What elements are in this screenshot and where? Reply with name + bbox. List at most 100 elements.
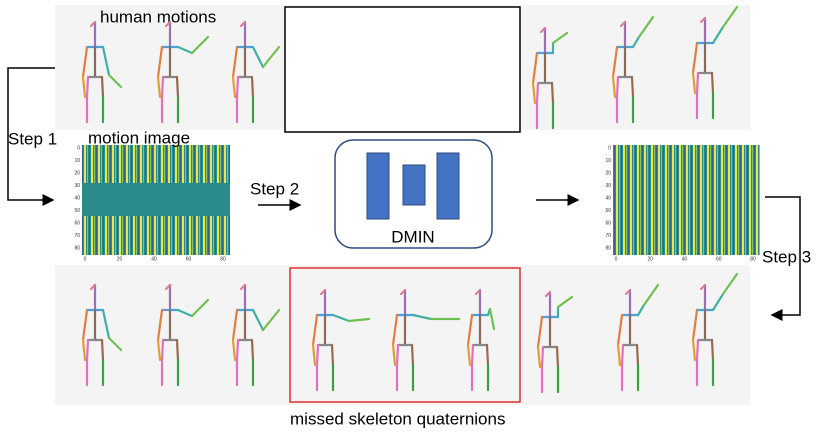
bone — [710, 71, 715, 95]
bone — [239, 20, 247, 28]
bone — [699, 283, 707, 291]
bone — [156, 308, 164, 342]
bone — [611, 45, 619, 79]
bone — [474, 288, 482, 296]
bone — [190, 298, 210, 318]
bone — [251, 45, 265, 69]
image-y-tick: 70 — [605, 233, 611, 239]
bone — [107, 73, 123, 89]
bone — [556, 295, 574, 309]
image-y-tick: 20 — [605, 170, 611, 176]
image-x-tick: 40 — [151, 256, 157, 262]
bone — [164, 283, 172, 291]
bone — [160, 338, 165, 362]
bone — [555, 345, 560, 369]
image-y-tick: 10 — [605, 158, 611, 164]
bone — [330, 343, 335, 367]
bone — [235, 75, 240, 99]
label: Step 2 — [250, 179, 299, 198]
bone — [536, 315, 544, 349]
bone — [81, 338, 87, 362]
label: Step 3 — [762, 247, 811, 266]
bone — [81, 75, 87, 99]
bone — [101, 45, 111, 77]
image-x-tick: 80 — [750, 256, 756, 262]
image-y-tick: 0 — [608, 145, 611, 151]
bone — [691, 41, 699, 75]
bone — [536, 345, 542, 369]
bone — [231, 75, 237, 99]
image-x-tick: 0 — [84, 256, 87, 262]
bone — [642, 283, 660, 307]
label: Step 1 — [8, 129, 57, 148]
bone — [550, 81, 555, 105]
bone — [261, 308, 281, 332]
image-y-tick: 60 — [74, 220, 80, 226]
bone — [176, 45, 194, 55]
image-y-tick: 30 — [605, 183, 611, 189]
missing-band — [82, 183, 230, 216]
bone — [250, 75, 255, 99]
bone — [319, 288, 327, 296]
bone — [695, 338, 700, 362]
image-x-tick: 0 — [615, 256, 618, 262]
bone — [85, 75, 90, 99]
image-y-tick: 70 — [74, 233, 80, 239]
bone — [721, 5, 739, 29]
image-x-tick: 60 — [716, 256, 722, 262]
bone — [616, 343, 622, 367]
image-y-tick: 30 — [74, 183, 80, 189]
bone — [311, 343, 317, 367]
image-x-tick: 80 — [220, 256, 226, 262]
decoder-block — [436, 152, 460, 220]
bone — [156, 338, 162, 362]
bone — [544, 290, 552, 298]
bone — [535, 81, 540, 105]
image-y-tick: 20 — [74, 170, 80, 176]
bone — [620, 343, 625, 367]
bone — [89, 283, 97, 291]
bone — [721, 272, 739, 296]
step3-arrow — [765, 196, 801, 321]
motion-image-output — [613, 145, 760, 255]
bone — [251, 308, 265, 332]
bone — [239, 283, 247, 291]
label: missed skeleton quaternions — [290, 409, 505, 428]
bone — [699, 16, 707, 24]
bone — [399, 288, 407, 296]
bone — [411, 313, 433, 321]
image-x-tick: 20 — [117, 256, 123, 262]
bone — [540, 345, 545, 369]
bone — [101, 308, 111, 340]
bone — [391, 343, 397, 367]
bone — [531, 51, 539, 85]
bone — [100, 75, 105, 99]
bone — [81, 45, 89, 79]
bone — [231, 308, 239, 342]
image-y-tick: 50 — [605, 208, 611, 214]
bone — [631, 35, 641, 49]
bone — [531, 81, 537, 105]
image-y-tick: 0 — [77, 145, 80, 151]
bone — [107, 336, 123, 352]
image-y-tick: 40 — [605, 195, 611, 201]
bone — [636, 303, 646, 317]
bone — [616, 313, 624, 347]
bone — [164, 20, 172, 28]
label: DMIN — [391, 227, 434, 246]
image-x-tick: 40 — [682, 256, 688, 262]
bone — [488, 307, 496, 331]
bone — [231, 338, 237, 362]
bone — [410, 343, 415, 367]
bone — [81, 308, 89, 342]
bone — [466, 313, 474, 347]
image-y-tick: 80 — [74, 245, 80, 251]
bone — [347, 317, 371, 323]
bone — [619, 20, 627, 28]
bone — [89, 20, 97, 28]
bone — [466, 343, 472, 367]
step1-arrow — [7, 67, 55, 206]
missed-box — [289, 267, 521, 403]
empty-box — [284, 6, 521, 133]
bone — [391, 313, 399, 347]
